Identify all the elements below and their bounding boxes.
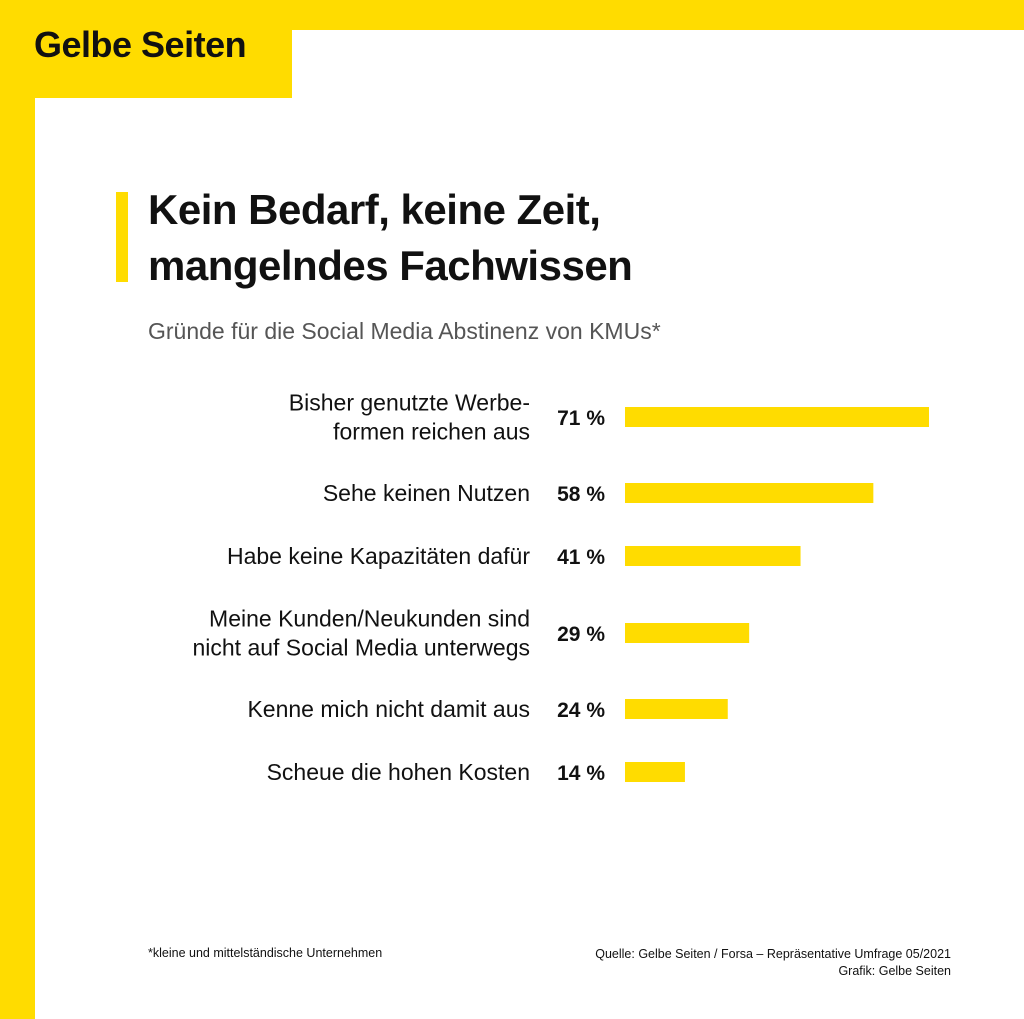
- bar: [625, 546, 801, 566]
- chart-title: Kein Bedarf, keine Zeit, mangelndes Fach…: [148, 182, 633, 294]
- category-label: Kenne mich nicht damit aus: [247, 696, 530, 722]
- category-label-line: Bisher genutzte Werbe-: [289, 390, 530, 416]
- bar: [625, 407, 929, 427]
- category-label: Meine Kunden/Neukunden sind nicht auf Soc…: [192, 606, 530, 661]
- category-label-line: nicht auf Social Media unterwegs: [192, 635, 530, 661]
- category-label: Scheue die hohen Kosten: [267, 759, 530, 785]
- bar: [625, 699, 728, 719]
- category-label-line: Scheue die hohen Kosten: [267, 759, 530, 785]
- value-label: 14 %: [557, 762, 605, 785]
- value-label: 41 %: [557, 546, 605, 569]
- left-frame-bar: [0, 0, 35, 1019]
- category-label: Habe keine Kapazitäten dafür: [227, 543, 530, 569]
- brand-logo: Gelbe Seiten: [34, 24, 247, 65]
- value-label: 58 %: [557, 483, 605, 506]
- value-label: 29 %: [557, 623, 605, 646]
- category-label-line: formen reichen aus: [333, 419, 530, 445]
- category-label-line: Sehe keinen Nutzen: [323, 480, 530, 506]
- title-accent-bar: [116, 192, 128, 282]
- source-line: Quelle: Gelbe Seiten / Forsa – Repräsent…: [595, 947, 951, 961]
- chart-title-line-1: Kein Bedarf, keine Zeit,: [148, 186, 601, 233]
- category-label-line: Habe keine Kapazitäten dafür: [227, 543, 530, 569]
- category-label-line: Meine Kunden/Neukunden sind: [209, 606, 530, 632]
- bar: [625, 623, 750, 643]
- value-label: 24 %: [557, 699, 605, 722]
- chart-subtitle: Gründe für die Social Media Abstinenz vo…: [148, 318, 661, 344]
- chart-title-line-2: mangelndes Fachwissen: [148, 242, 633, 289]
- category-label-line: Kenne mich nicht damit aus: [247, 696, 530, 722]
- credit-line: Grafik: Gelbe Seiten: [838, 964, 951, 978]
- bar: [625, 762, 685, 782]
- bar: [625, 483, 874, 503]
- category-label: Sehe keinen Nutzen: [323, 480, 530, 506]
- logo-box: Gelbe Seiten: [0, 0, 292, 98]
- value-label: 71 %: [557, 407, 605, 430]
- category-label: Bisher genutzte Werbe-formen reichen aus: [289, 390, 530, 445]
- footnote: *kleine und mittelständische Unternehmen: [148, 946, 383, 960]
- source-note: Quelle: Gelbe Seiten / Forsa – Repräsent…: [595, 946, 951, 980]
